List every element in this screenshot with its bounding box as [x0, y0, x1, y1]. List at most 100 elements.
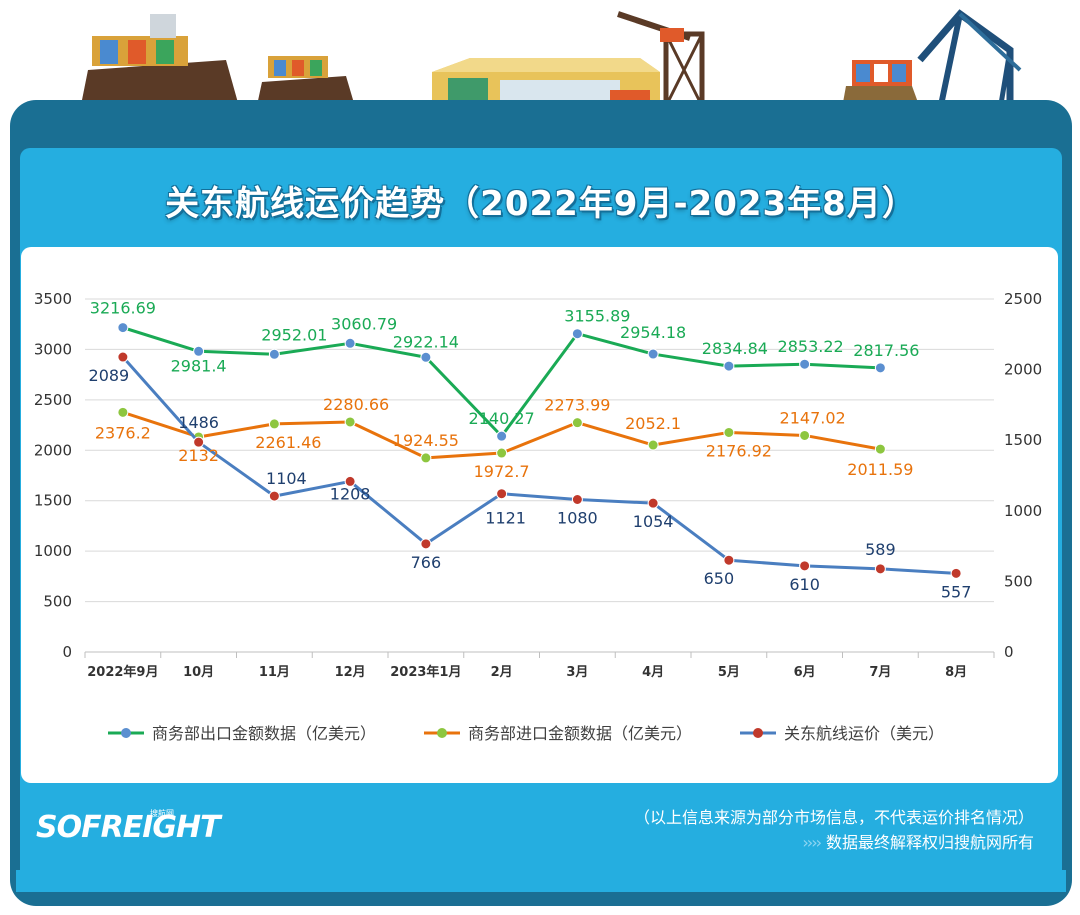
page-title: 关东航线运价趋势（2022年9月-2023年8月） [165, 184, 917, 224]
data-label: 3060.79 [331, 314, 397, 333]
rights-note: ›››› 数据最终解释权归搜航网所有 [802, 829, 1034, 853]
data-point [874, 563, 886, 575]
data-point [799, 429, 811, 441]
data-label: 2089 [89, 366, 130, 385]
y-left-tick-label: 0 [62, 643, 72, 661]
y-right-tick-label: 500 [1004, 572, 1033, 590]
data-label: 2922.14 [393, 332, 459, 351]
data-point [117, 351, 129, 363]
data-label: 2147.02 [780, 408, 846, 427]
data-label: 1924.55 [393, 431, 459, 450]
x-tick-label: 8月 [945, 665, 967, 680]
data-point [420, 351, 432, 363]
data-point [344, 337, 356, 349]
data-label: 2952.01 [261, 325, 327, 344]
data-label: 1486 [178, 413, 219, 432]
y-right-tick-label: 2500 [1004, 290, 1042, 308]
legend-label: 商务部进口金额数据（亿美元） [468, 724, 692, 743]
arrows-icon: ›››› [802, 833, 822, 852]
x-tick-label: 5月 [718, 665, 740, 680]
series-line [121, 356, 957, 575]
data-label: 2280.66 [323, 395, 389, 414]
data-label: 1054 [633, 512, 674, 531]
data-label: 2140.27 [469, 409, 535, 428]
data-point [193, 436, 205, 448]
data-point [420, 452, 432, 464]
y-right-tick-label: 1500 [1004, 431, 1042, 449]
x-tick-label: 11月 [259, 665, 290, 680]
data-point [496, 430, 508, 442]
data-point [193, 345, 205, 357]
data-point [874, 443, 886, 455]
data-point [117, 406, 129, 418]
y-right-tick-label: 1000 [1004, 502, 1042, 520]
data-label: 557 [941, 582, 972, 601]
data-point [117, 322, 129, 334]
legend-label: 关东航线运价（美元） [784, 724, 944, 743]
data-label: 610 [789, 575, 820, 594]
data-point [874, 362, 886, 374]
bottom-scallop-decoration [16, 870, 1066, 892]
grid-lines [85, 298, 994, 603]
data-label: 2853.22 [778, 337, 844, 356]
y-right-tick-label: 2000 [1004, 361, 1042, 379]
source-note: （以上信息来源为部分市场信息，不代表运价排名情况） [633, 808, 1034, 827]
y-left-tick-label: 1500 [34, 492, 72, 510]
data-label: 3155.89 [564, 307, 630, 326]
data-point [723, 360, 735, 372]
data-label: 2261.46 [255, 433, 321, 452]
data-point [268, 418, 280, 430]
data-point [723, 554, 735, 566]
y-left-tick-label: 500 [43, 593, 72, 611]
x-tick-label: 3月 [566, 665, 588, 680]
axes: 0 500 1000 1500 2000 2500 3000 3500 0 500 1000 1500… [34, 290, 1042, 680]
x-tick-label: 6月 [794, 665, 816, 680]
data-point [571, 328, 583, 340]
logo: SOFREIGHT [36, 810, 221, 845]
data-point [799, 358, 811, 370]
data-point [268, 348, 280, 360]
data-point [647, 348, 659, 360]
data-point [496, 447, 508, 459]
data-label: 589 [865, 540, 896, 559]
x-tick-label: 10月 [183, 665, 214, 680]
data-point [647, 439, 659, 451]
data-label: 766 [411, 553, 442, 572]
x-tick-label: 12月 [335, 665, 366, 680]
data-point [950, 567, 962, 579]
data-label: 3216.69 [90, 299, 156, 318]
data-label: 2011.59 [847, 460, 913, 479]
data-label: 2132 [178, 446, 219, 465]
data-point [723, 426, 735, 438]
data-label: 2981.4 [171, 356, 227, 375]
data-point [496, 488, 508, 500]
rights-text: 数据最终解释权归搜航网所有 [825, 833, 1034, 852]
legend-marker [753, 728, 763, 738]
legend: 商务部出口金额数据（亿美元） 商务部进口金额数据（亿美元） 关东航线运价（美元） [108, 724, 944, 743]
logo-subtitle: 搜航网 [150, 809, 174, 818]
data-label: 2052.1 [625, 414, 681, 433]
data-point [420, 538, 432, 550]
data-label: 2834.84 [702, 339, 768, 358]
data-label: 2954.18 [620, 323, 686, 342]
data-point [799, 560, 811, 572]
data-point [571, 417, 583, 429]
legend-label: 商务部出口金额数据（亿美元） [152, 724, 376, 743]
x-tick-label: 2023年1月 [390, 664, 461, 680]
x-tick-label: 7月 [869, 665, 891, 680]
data-label: 2176.92 [706, 441, 772, 460]
x-tick-label: 4月 [642, 665, 664, 680]
data-point [268, 490, 280, 502]
data-label: 650 [704, 569, 735, 588]
y-right-tick-label: 0 [1004, 643, 1014, 661]
legend-marker [437, 728, 447, 738]
x-tick-label: 2月 [491, 665, 513, 680]
y-left-tick-label: 3500 [34, 290, 72, 308]
series-lines [117, 322, 962, 579]
y-left-tick-label: 3000 [34, 340, 72, 358]
data-label: 1972.7 [474, 462, 530, 481]
y-left-tick-label: 1000 [34, 542, 72, 560]
